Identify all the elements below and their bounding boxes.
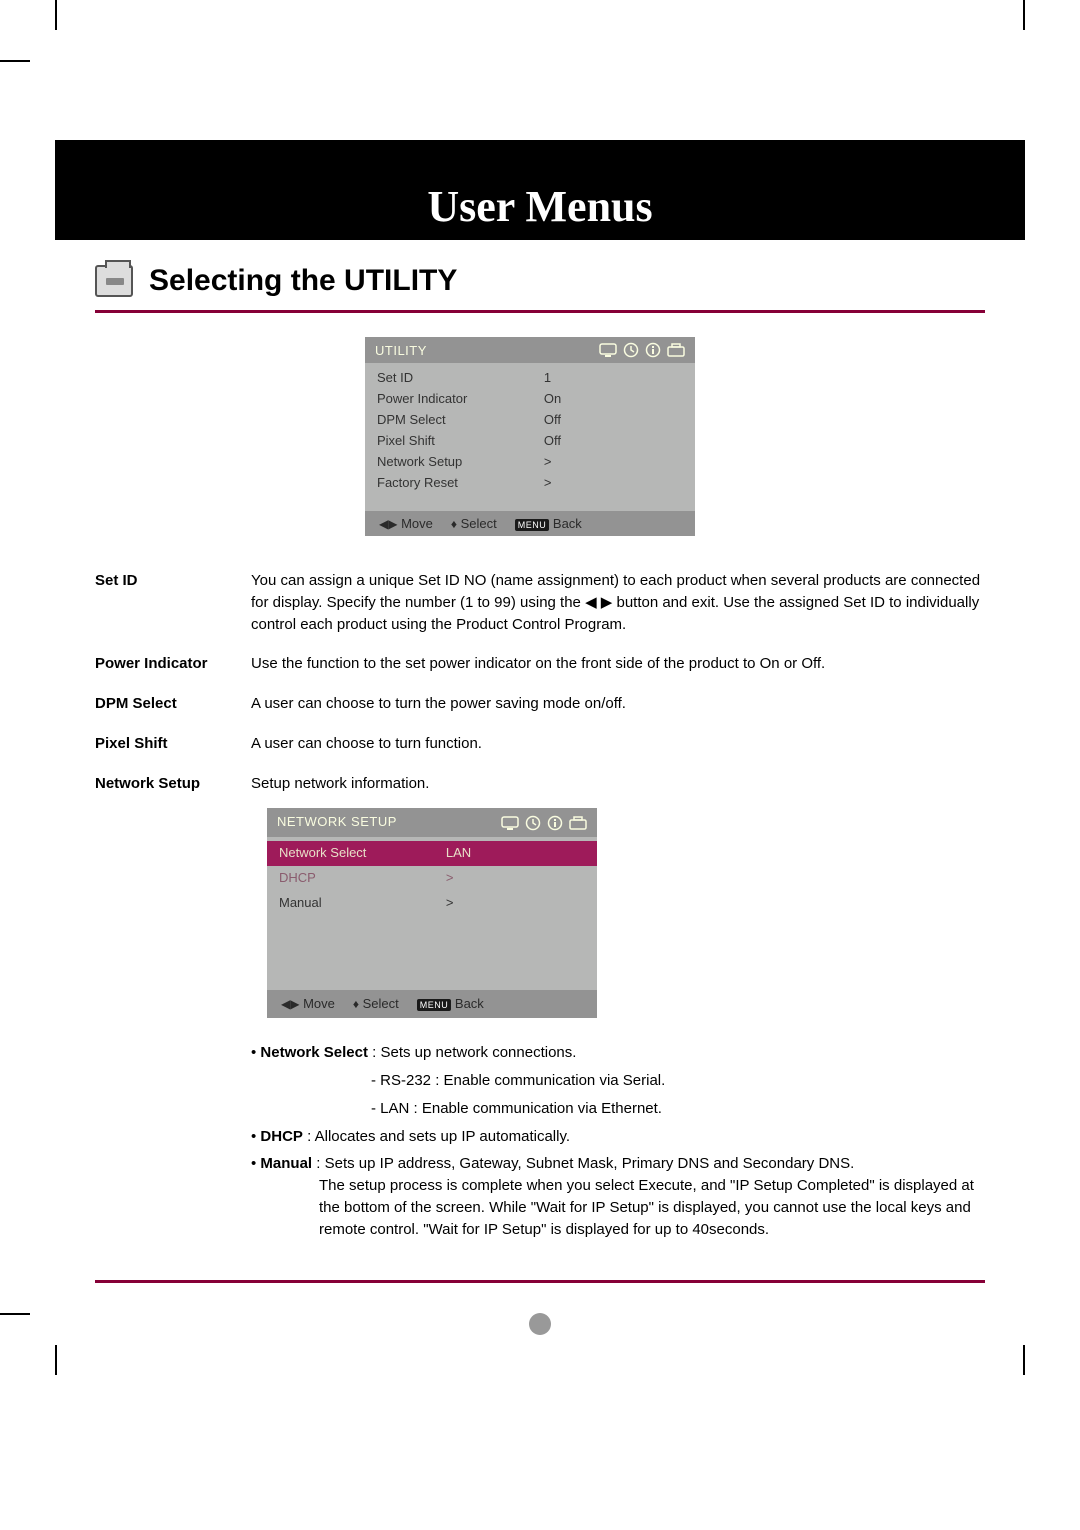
banner: User Menus: [55, 140, 1025, 240]
osd-row: Set ID1: [365, 367, 695, 388]
osd-items: Network SelectLAN DHCP> Manual>: [267, 837, 597, 990]
osd-row: DPM SelectOff: [365, 409, 695, 430]
def-term: DPM Select: [95, 693, 235, 715]
osd-value: >: [446, 894, 585, 913]
osd-row-selected: Network SelectLAN: [267, 841, 597, 866]
section-divider: [95, 310, 985, 313]
osd-title: NETWORK SETUP: [277, 813, 397, 832]
osd-row: Power IndicatorOn: [365, 388, 695, 409]
osd-label: Network Select: [279, 844, 446, 863]
osd-title: UTILITY: [375, 343, 427, 358]
osd-titlebar: UTILITY: [365, 337, 695, 363]
clock-icon: [525, 815, 541, 831]
osd-value: Off: [544, 433, 683, 448]
def-power-indicator: Power Indicator Use the function to the …: [95, 653, 985, 675]
def-desc: Use the function to the set power indica…: [251, 653, 985, 675]
osd-label: Pixel Shift: [377, 433, 544, 448]
monitor-icon: [599, 343, 617, 357]
osd-tab-icons: [599, 342, 685, 358]
def-term: Set ID: [95, 570, 235, 635]
def-network-setup: Network Setup Setup network information.…: [95, 773, 985, 1247]
osd-label: Set ID: [377, 370, 544, 385]
bullet-manual: • Manual : Sets up IP address, Gateway, …: [251, 1153, 985, 1240]
osd-items: Set ID1 Power IndicatorOn DPM SelectOff …: [365, 363, 695, 511]
osd-tab-icons: [501, 815, 587, 831]
osd-footer: ◀▶ Move ♦ Select MENU Back: [267, 990, 597, 1019]
move-hint: ◀▶ Move: [379, 516, 433, 531]
section-header: Selecting the UTILITY: [55, 264, 1025, 298]
info-icon: [645, 342, 661, 358]
osd-network-setup-menu: NETWORK SETUP Network SelectLAN DHCP> Ma…: [267, 808, 597, 1018]
toolbox-icon: [95, 265, 133, 297]
osd-utility-menu: UTILITY Set ID1 Power IndicatorOn DPM Se…: [365, 337, 695, 536]
bottom-divider: [95, 1280, 985, 1283]
def-set-id: Set ID You can assign a unique Set ID NO…: [95, 570, 985, 635]
def-desc: A user can choose to turn function.: [251, 733, 985, 755]
bullet-network-select: • Network Select : Sets up network conne…: [251, 1042, 985, 1064]
back-hint: MENU Back: [417, 995, 484, 1014]
def-term: Pixel Shift: [95, 733, 235, 755]
crop-mark: [0, 60, 30, 62]
osd-row: Pixel ShiftOff: [365, 430, 695, 451]
def-term: Network Setup: [95, 773, 235, 1247]
osd-label: DPM Select: [377, 412, 544, 427]
definitions: Set ID You can assign a unique Set ID NO…: [55, 560, 1025, 1270]
move-hint: ◀▶ Move: [281, 995, 335, 1014]
osd-row: Factory Reset>: [365, 472, 695, 493]
def-desc: Setup network information. NETWORK SETUP: [251, 773, 985, 1247]
osd-value: Off: [544, 412, 683, 427]
osd-footer: ◀▶ Move ♦ Select MENU Back: [365, 511, 695, 536]
page-number-circle: [529, 1313, 551, 1335]
osd-titlebar: NETWORK SETUP: [267, 808, 597, 837]
osd-value: LAN: [446, 844, 585, 863]
osd-label: Network Setup: [377, 454, 544, 469]
select-hint: ♦ Select: [353, 995, 399, 1014]
osd-value: On: [544, 391, 683, 406]
osd-value: 1: [544, 370, 683, 385]
select-hint: ♦ Select: [451, 516, 497, 531]
manual-page: User Menus Selecting the UTILITY UTILITY…: [0, 0, 1080, 1375]
monitor-icon: [501, 816, 519, 830]
osd-label: Power Indicator: [377, 391, 544, 406]
osd-label: DHCP: [279, 869, 446, 888]
clock-icon: [623, 342, 639, 358]
bullet-dhcp: • DHCP : Allocates and sets up IP automa…: [251, 1126, 985, 1148]
toolbox-mini-icon: [569, 816, 587, 830]
def-pixel-shift: Pixel Shift A user can choose to turn fu…: [95, 733, 985, 755]
crop-mark: [1023, 1345, 1025, 1375]
def-desc: You can assign a unique Set ID NO (name …: [251, 570, 985, 635]
osd-row: DHCP>: [267, 866, 597, 891]
def-dpm-select: DPM Select A user can choose to turn the…: [95, 693, 985, 715]
def-desc: A user can choose to turn the power savi…: [251, 693, 985, 715]
info-icon: [547, 815, 563, 831]
crop-mark: [0, 1313, 30, 1315]
bullet-rs232: - RS-232 : Enable communication via Seri…: [371, 1070, 985, 1092]
back-hint: MENU Back: [515, 516, 582, 531]
osd-value: >: [446, 869, 585, 888]
bullet-list: • Network Select : Sets up network conne…: [251, 1042, 985, 1240]
def-term: Power Indicator: [95, 653, 235, 675]
osd-row: Manual>: [267, 891, 597, 916]
toolbox-mini-icon: [667, 343, 685, 357]
crop-mark: [55, 0, 57, 30]
osd-label: Factory Reset: [377, 475, 544, 490]
osd-label: Manual: [279, 894, 446, 913]
banner-title: User Menus: [427, 181, 652, 232]
bullet-lan: - LAN : Enable communication via Etherne…: [371, 1098, 985, 1120]
crop-mark: [55, 1345, 57, 1375]
osd-row: Network Setup>: [365, 451, 695, 472]
osd-value: >: [544, 454, 683, 469]
osd-value: >: [544, 475, 683, 490]
section-title: Selecting the UTILITY: [149, 264, 457, 298]
crop-mark: [1023, 0, 1025, 30]
